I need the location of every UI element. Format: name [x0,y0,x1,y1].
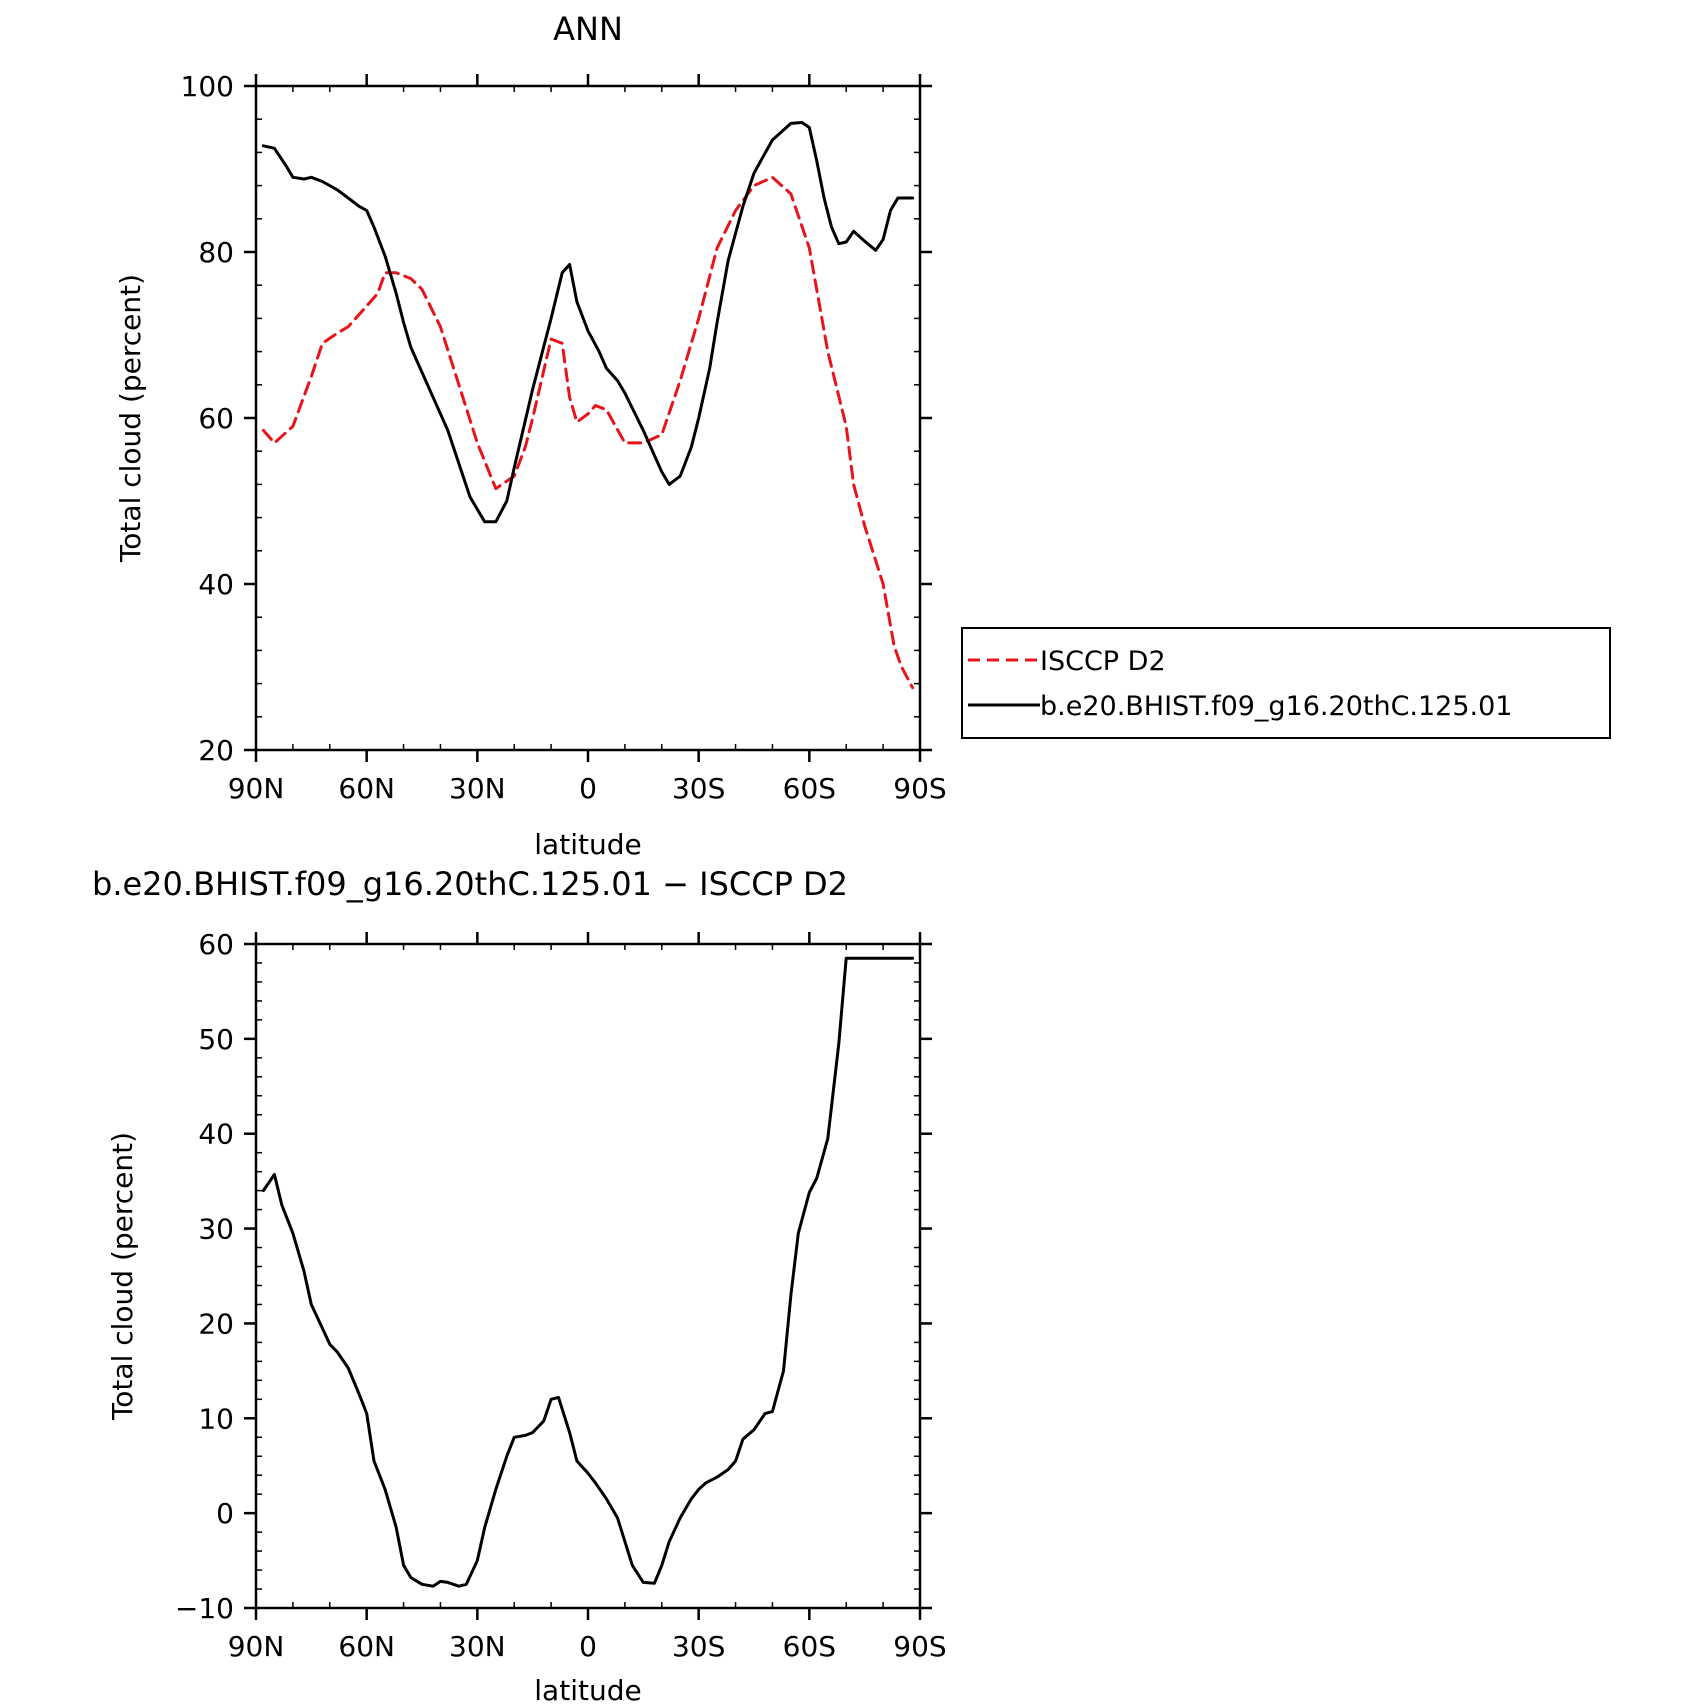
x-tick-label: 60S [783,1630,836,1663]
x-tick-label: 0 [579,772,597,805]
x-axis-label: latitude [534,828,641,861]
x-tick-label: 90N [228,1630,285,1663]
series-line-model [261,121,915,524]
x-tick-label: 30N [449,772,506,805]
major-ticks [244,74,932,762]
y-tick-label: 60 [198,402,234,435]
x-tick-label: 30S [672,1630,725,1663]
y-axis-label: Total cloud (percent) [106,1132,139,1421]
y-tick-label: 40 [198,568,234,601]
y-tick-labels: −10 0 10 20 30 40 50 60 [175,928,234,1625]
y-tick-label: 60 [198,928,234,961]
series-lines [261,956,915,1588]
x-tick-label: 30N [449,1630,506,1663]
panel-difference: b.e20.BHIST.f09_g16.20thC.125.01 − ISCCP… [92,865,947,1707]
y-tick-label: 100 [181,70,234,103]
x-axis-label: latitude [534,1674,641,1707]
y-tick-label: 50 [198,1023,234,1056]
series-line-difference [261,956,915,1588]
legend-label-isccp: ISCCP D2 [1040,646,1166,677]
plot-frame [254,942,922,1610]
panel-title: ANN [553,10,623,48]
x-tick-labels: 90N 60N 30N 0 30S 60S 90S [228,1630,947,1663]
x-tick-label: 30S [672,772,725,805]
x-tick-label: 0 [579,1630,597,1663]
y-axis-label: Total cloud (percent) [114,274,147,563]
panel-annual: ANN 90N 60N 30N 0 30S 60S 90S 20 40 60 80 100 lati… [114,10,1611,861]
y-tick-label: 20 [198,734,234,767]
y-tick-label: 10 [198,1402,234,1435]
series-line-isccp-d2 [261,175,915,690]
legend-box [961,627,1611,739]
minor-ticks [256,944,920,1608]
y-tick-label: 20 [198,1307,234,1340]
minor-ticks [256,86,920,750]
y-tick-label: 0 [216,1497,234,1530]
major-ticks [244,932,932,1620]
y-tick-label: −10 [175,1592,234,1625]
x-tick-label: 60S [783,772,836,805]
x-tick-label: 90N [228,772,285,805]
x-tick-label: 90S [893,1630,946,1663]
y-tick-label: 80 [198,236,234,269]
legend-label-model: b.e20.BHIST.f09_g16.20thC.125.01 [1040,691,1512,722]
series-lines [261,121,915,690]
x-tick-labels: 90N 60N 30N 0 30S 60S 90S [228,772,947,805]
y-tick-labels: 20 40 60 80 100 [181,70,234,767]
y-tick-label: 40 [198,1118,234,1151]
x-tick-label: 60N [338,772,395,805]
y-tick-label: 30 [198,1213,234,1246]
x-tick-label: 90S [893,772,946,805]
x-tick-label: 60N [338,1630,395,1663]
panel-title: b.e20.BHIST.f09_g16.20thC.125.01 − ISCCP… [92,865,848,903]
legend: ISCCP D2 b.e20.BHIST.f09_g16.20thC.125.0… [961,627,1611,739]
